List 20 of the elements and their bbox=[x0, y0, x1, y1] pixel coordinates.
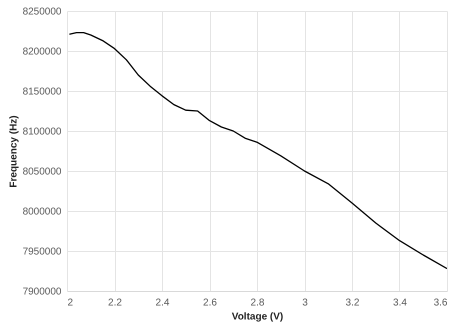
line-series bbox=[68, 32, 447, 270]
y-tick-label: 8000000 bbox=[22, 206, 62, 218]
x-tick-label: 2.4 bbox=[156, 298, 170, 308]
y-tick-label: 7950000 bbox=[22, 246, 62, 258]
x-axis-title: Voltage (V) bbox=[232, 312, 284, 322]
y-tick-label: 8050000 bbox=[22, 166, 62, 178]
x-tick-label: 3.2 bbox=[346, 298, 360, 308]
y-tick-label: 8200000 bbox=[22, 46, 62, 58]
x-tick-label: 2.6 bbox=[203, 298, 218, 308]
x-tick-label: 3.4 bbox=[393, 298, 408, 308]
x-tick-label: 2.2 bbox=[108, 298, 122, 308]
x-tick-label: 2.8 bbox=[250, 298, 265, 308]
y-tick-label: 8150000 bbox=[22, 86, 62, 98]
y-tick-label: 8100000 bbox=[22, 126, 62, 138]
y-tick-label: 8250000 bbox=[22, 6, 62, 18]
y-axis-title: Frequency (Hz) bbox=[8, 115, 20, 188]
x-tick-label: 2 bbox=[68, 298, 74, 308]
x-tick-label: 3.6 bbox=[434, 298, 448, 308]
y-tick-label: 7900000 bbox=[22, 286, 62, 298]
x-tick-label: 3 bbox=[302, 298, 308, 308]
